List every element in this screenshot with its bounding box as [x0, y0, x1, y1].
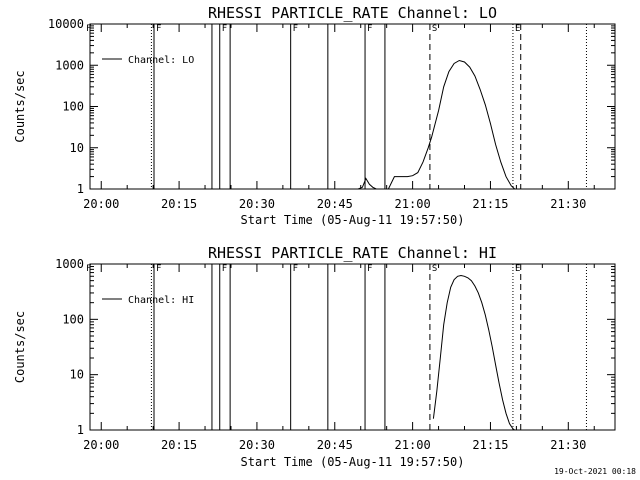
- y-tick-label: 10: [70, 368, 84, 382]
- start-marker-label: S: [432, 24, 437, 34]
- y-tick-label: 10000: [48, 17, 84, 31]
- legend-entry: Channel: HI: [128, 295, 194, 306]
- footer-timestamp: 19-Oct-2021 00:18: [554, 467, 636, 476]
- x-tick-label: 20:00: [83, 197, 119, 211]
- x-axis-label: Start Time (05-Aug-11 19:57:50): [241, 455, 465, 469]
- x-tick-label: 20:30: [239, 197, 275, 211]
- flare-marker-label: F: [86, 264, 91, 274]
- x-axis-label: Start Time (05-Aug-11 19:57:50): [241, 213, 465, 227]
- y-tick-label: 10: [70, 141, 84, 155]
- flare-marker-label: F: [222, 264, 227, 274]
- x-tick-label: 21:30: [550, 197, 586, 211]
- flare-marker-label: F: [293, 24, 298, 34]
- x-tick-label: 20:15: [161, 438, 197, 452]
- flare-marker-label: F: [86, 24, 91, 34]
- end-marker-label: E: [515, 264, 520, 274]
- legend-entry: Channel: LO: [128, 55, 194, 66]
- flare-marker-label: F: [156, 264, 161, 274]
- series-line: [357, 59, 516, 190]
- flare-marker-label: F: [156, 24, 161, 34]
- panel-hi: RHESSI PARTICLE_RATE Channel: HI 1 10 100 10…: [13, 244, 616, 469]
- x-tick-label: 20:30: [239, 438, 275, 452]
- x-tick-label: 21:00: [395, 438, 431, 452]
- flare-marker-label: F: [367, 24, 372, 34]
- x-tick-label: 21:30: [550, 438, 586, 452]
- start-marker-label: S: [432, 264, 437, 274]
- x-tick-label: 20:15: [161, 197, 197, 211]
- x-tick-label: 20:45: [317, 438, 353, 452]
- flare-marker-label: F: [367, 264, 372, 274]
- y-tick-label: 1: [77, 423, 84, 437]
- end-marker-label: E: [515, 24, 520, 34]
- y-tick-label: 100: [62, 312, 84, 326]
- x-tick-label: 21:15: [472, 438, 508, 452]
- x-tick-label: 20:45: [317, 197, 353, 211]
- y-tick-label: 1: [77, 182, 84, 196]
- panel-lo: RHESSI PARTICLE_RATE Channel: LO 1 10 100 10…: [13, 4, 616, 227]
- flare-marker-label: F: [293, 264, 298, 274]
- plot-frame: [89, 263, 616, 431]
- x-tick-label: 20:00: [83, 438, 119, 452]
- flare-marker-label: F: [222, 24, 227, 34]
- x-tick-label: 21:15: [472, 197, 508, 211]
- y-axis-label: Counts/sec: [13, 70, 27, 142]
- y-axis-label: Counts/sec: [13, 311, 27, 383]
- series-line: [432, 274, 515, 431]
- x-tick-label: 21:00: [395, 197, 431, 211]
- y-tick-label: 1000: [55, 257, 84, 271]
- y-tick-label: 100: [62, 100, 84, 114]
- y-tick-label: 1000: [55, 58, 84, 72]
- chart-title: RHESSI PARTICLE_RATE Channel: HI: [208, 244, 497, 262]
- chart-title: RHESSI PARTICLE_RATE Channel: LO: [208, 4, 497, 22]
